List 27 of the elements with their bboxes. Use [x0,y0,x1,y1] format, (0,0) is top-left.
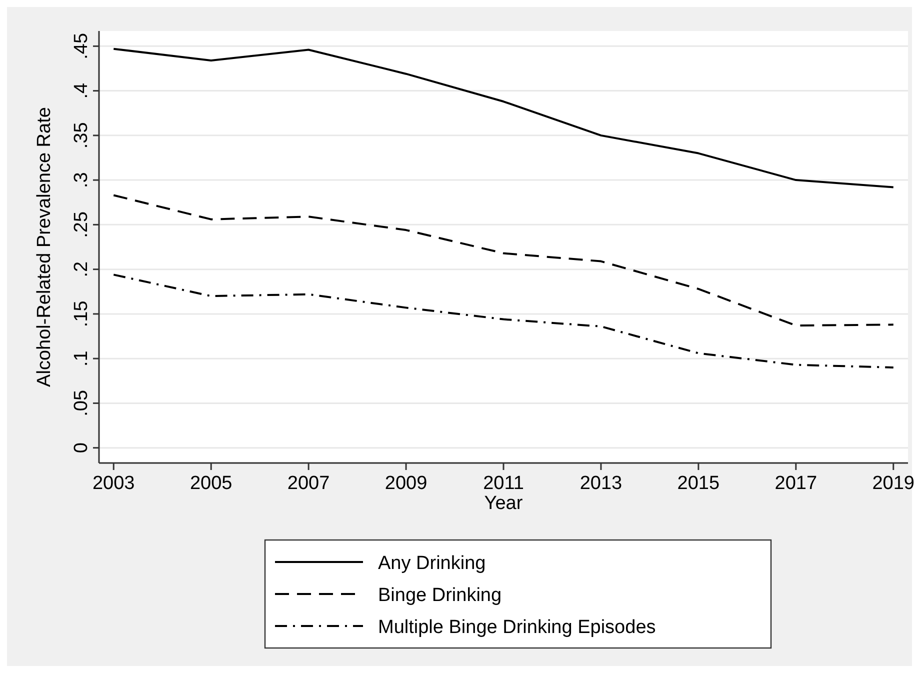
line-series [112,194,894,327]
x-tick-label: 2007 [287,473,330,494]
y-tick-label: .15 [71,300,92,328]
y-tick-label: .2 [71,261,92,278]
y-tick-label: .3 [71,172,92,188]
line-series [112,48,894,188]
y-axis-title: Alcohol-Related Prevalence Rate [34,107,55,387]
y-tick-label: .05 [71,390,92,416]
x-tick-label: 2009 [384,473,428,494]
y-tick-label: .4 [71,82,92,99]
x-tick-label: 2003 [92,473,135,494]
legend-label: Binge Drinking [378,585,502,606]
y-tick-label: 0 [71,442,92,454]
x-tick-label: 2017 [774,473,818,494]
y-tick-label: .1 [71,350,92,366]
x-tick-label: 2013 [580,473,622,494]
line-series [112,274,894,368]
legend-label: Multiple Binge Drinking Episodes [378,617,656,638]
legend-label: Any Drinking [378,553,486,574]
y-tick-label: .25 [71,211,92,238]
y-tick-label: .35 [71,122,92,149]
x-axis-title: Year [484,493,524,514]
x-tick-label: 2011 [483,473,524,494]
x-tick-label: 2015 [677,473,720,494]
y-tick-label: .45 [71,32,92,60]
x-tick-label: 2005 [190,473,232,494]
x-tick-label: 2019 [872,473,915,494]
